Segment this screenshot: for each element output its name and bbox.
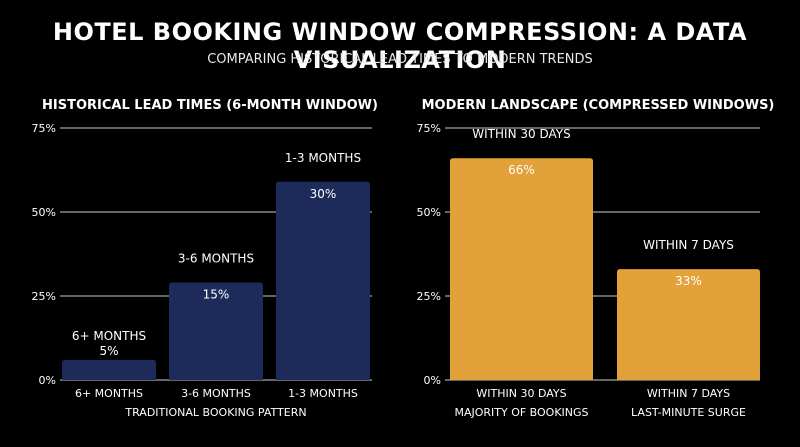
modern-bar-value-label: 66%: [508, 163, 535, 177]
modern-bar-category-label: WITHIN 30 DAYS: [472, 127, 570, 141]
modern-chart-title: MODERN LANDSCAPE (COMPRESSED WINDOWS): [422, 98, 775, 113]
historical-bar: [276, 181, 370, 380]
page-subtitle: COMPARING HISTORICAL LEAD TIMES TO MODER…: [207, 52, 593, 67]
historical-x-tick-label: 3-6 MONTHS: [181, 387, 251, 400]
historical-y-tick-label: 0%: [39, 374, 56, 387]
modern-y-tick-label: 0%: [424, 374, 441, 387]
historical-bar-category-label: 3-6 MONTHS: [178, 252, 254, 266]
modern-bar-category-label: WITHIN 7 DAYS: [643, 238, 734, 252]
historical-bar-value-label: 15%: [203, 288, 230, 302]
historical-y-tick-label: 25%: [32, 290, 56, 303]
modern-bar: [617, 269, 760, 380]
modern-bar-value-label: 33%: [675, 274, 702, 288]
modern-y-tick-label: 25%: [417, 290, 441, 303]
modern-x-sub-label: MAJORITY OF BOOKINGS: [454, 406, 588, 419]
modern-y-tick-label: 50%: [417, 206, 441, 219]
historical-chart-title: HISTORICAL LEAD TIMES (6-MONTH WINDOW): [42, 98, 378, 113]
historical-x-tick-label: 6+ MONTHS: [75, 387, 143, 400]
historical-bar-category-label: 6+ MONTHS: [72, 329, 146, 343]
modern-x-tick-label: WITHIN 30 DAYS: [476, 387, 566, 400]
modern-bar: [450, 158, 593, 380]
historical-bar: [62, 359, 156, 380]
modern-y-tick-label: 75%: [417, 122, 441, 135]
historical-bar: [169, 282, 263, 380]
modern-x-sub-label: LAST-MINUTE SURGE: [631, 406, 746, 419]
historical-bar-category-label: 1-3 MONTHS: [285, 151, 361, 165]
historical-y-tick-label: 50%: [32, 206, 56, 219]
modern-x-tick-label: WITHIN 7 DAYS: [647, 387, 730, 400]
historical-bar-value-label: 30%: [310, 187, 337, 201]
historical-x-axis-title: TRADITIONAL BOOKING PATTERN: [124, 406, 306, 419]
historical-bar-value-label: 5%: [99, 344, 118, 358]
historical-y-tick-label: 75%: [32, 122, 56, 135]
page-title: HOTEL BOOKING WINDOW COMPRESSION: A DATA…: [52, 18, 748, 74]
historical-x-tick-label: 1-3 MONTHS: [288, 387, 358, 400]
